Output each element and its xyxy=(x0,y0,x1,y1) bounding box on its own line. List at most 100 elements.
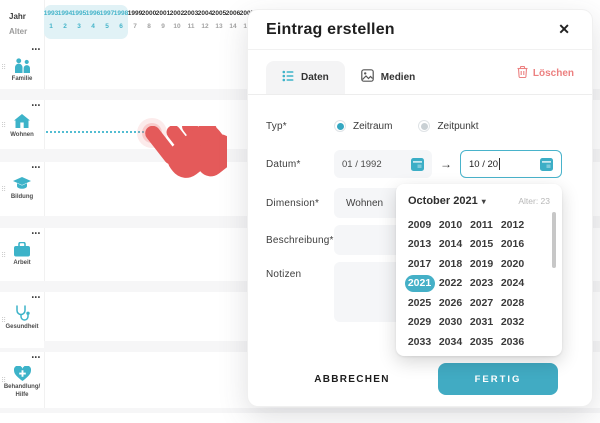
year-option[interactable]: 2032 xyxy=(500,316,525,329)
year-option[interactable]: 2012 xyxy=(500,218,525,231)
timeline-year-column[interactable]: 2003 11 xyxy=(184,0,198,30)
dimension-row[interactable]: ••• ⠿ Wohnen xyxy=(0,100,44,149)
row-menu-button[interactable]: ••• xyxy=(31,355,41,361)
year-value: 2002 xyxy=(169,10,185,17)
notizen-label: Notizen xyxy=(266,269,302,280)
timeline-year-column[interactable]: 1998 6 xyxy=(114,0,128,30)
row-menu-button[interactable]: ••• xyxy=(31,295,41,301)
stethoscope-icon xyxy=(14,305,30,321)
dimension-label: Gesundheit xyxy=(5,324,39,330)
timeline-year-column[interactable]: 1997 5 xyxy=(100,0,114,30)
year-option[interactable]: 2035 xyxy=(469,335,494,348)
age-value: 10 xyxy=(173,23,181,30)
age-value: 2 xyxy=(63,23,67,30)
sidebar-divider xyxy=(44,0,45,410)
year-option[interactable]: 2009 xyxy=(407,218,432,231)
close-icon[interactable]: ✕ xyxy=(558,21,570,37)
year-option[interactable]: 2025 xyxy=(407,296,432,309)
year-option[interactable]: 2036 xyxy=(500,335,525,348)
year-option[interactable]: 2028 xyxy=(500,296,525,309)
arrow-right-icon: → xyxy=(440,157,452,171)
calendar-icon[interactable] xyxy=(411,157,424,171)
year-option[interactable]: 2010 xyxy=(438,218,463,231)
tab-daten[interactable]: Daten xyxy=(266,61,345,94)
timeline-year-column[interactable]: 1999 7 xyxy=(128,0,142,30)
timeline-year-column[interactable]: 2001 9 xyxy=(156,0,170,30)
year-option[interactable]: 2016 xyxy=(500,238,525,251)
timeline-year-column[interactable]: 2000 8 xyxy=(142,0,156,30)
dimension-row[interactable]: ••• ⠿ Arbeit xyxy=(0,228,44,281)
create-entry-modal: Eintrag erstellen ✕ Daten xyxy=(248,10,592,406)
date-to-input[interactable]: 10 / 20 xyxy=(460,150,562,178)
delete-button[interactable]: Löschen xyxy=(517,65,574,87)
age-value: 1 xyxy=(49,23,53,30)
year-option[interactable]: 2018 xyxy=(438,257,463,270)
row-menu-button[interactable]: ••• xyxy=(31,165,41,171)
year-value: 2004 xyxy=(197,10,213,17)
timeline-year-column[interactable]: 1996 4 xyxy=(86,0,100,30)
year-option[interactable]: 2015 xyxy=(469,238,494,251)
row-menu-button[interactable]: ••• xyxy=(31,47,41,53)
year-option[interactable]: 2023 xyxy=(469,277,494,290)
date-range: 01 / 1992 → 10 / 20 xyxy=(334,150,562,178)
year-option[interactable]: 2031 xyxy=(469,316,494,329)
dimension-label: Arbeit xyxy=(13,260,31,266)
new-entry-line xyxy=(46,131,152,133)
datum-label: Datum* xyxy=(266,159,301,170)
submit-button[interactable]: FERTIG xyxy=(438,363,558,395)
drag-handle-icon[interactable]: ⠿ xyxy=(1,121,7,129)
month-year-button[interactable]: October 2021 ▾ xyxy=(408,195,486,207)
year-option[interactable]: 2017 xyxy=(407,257,432,270)
year-option[interactable]: 2029 xyxy=(407,316,432,329)
dimension-row[interactable]: ••• ⠿ Behandlung/ Hilfe xyxy=(0,352,44,408)
row-separator xyxy=(0,408,600,413)
year-option[interactable]: 2021 xyxy=(404,274,435,292)
scrollbar-thumb[interactable] xyxy=(552,212,556,268)
cancel-button[interactable]: ABBRECHEN xyxy=(314,373,390,385)
timeline-year-column[interactable]: 2006 14 xyxy=(226,0,240,30)
dimension-row[interactable]: ••• ⠿ Bildung xyxy=(0,162,44,216)
briefcase-icon xyxy=(14,241,30,257)
year-option[interactable]: 2034 xyxy=(438,335,463,348)
dimension-row[interactable]: ••• ⠿ Gesundheit xyxy=(0,292,44,348)
row-menu-button[interactable]: ••• xyxy=(31,231,41,237)
drag-handle-icon[interactable]: ⠿ xyxy=(1,377,7,385)
timeline-year-column[interactable]: 2004 12 xyxy=(198,0,212,30)
year-option[interactable]: 2030 xyxy=(438,316,463,329)
year-option[interactable]: 2024 xyxy=(500,277,525,290)
radio-zeitpunkt[interactable] xyxy=(418,120,431,132)
tab-medien[interactable]: Medien xyxy=(345,60,431,94)
age-value: 8 xyxy=(147,23,151,30)
year-option[interactable]: 2019 xyxy=(469,257,494,270)
dimension-row[interactable]: ••• ⠿ Familie xyxy=(0,44,44,89)
timeline-year-column[interactable]: 2005 13 xyxy=(212,0,226,30)
drag-handle-icon[interactable]: ⠿ xyxy=(1,317,7,325)
year-option[interactable]: 2026 xyxy=(438,296,463,309)
dimension-label: Bildung xyxy=(10,194,34,200)
row-menu-button[interactable]: ••• xyxy=(31,103,41,109)
timeline-year-column[interactable]: 1994 2 xyxy=(58,0,72,30)
timeline-year-column[interactable]: 2007 15 xyxy=(240,0,254,30)
year-option[interactable]: 2011 xyxy=(470,218,493,231)
drag-handle-icon[interactable]: ⠿ xyxy=(1,251,7,259)
tab-daten-label: Daten xyxy=(301,72,329,83)
year-option[interactable]: 2027 xyxy=(469,296,494,309)
timeline-year-column[interactable]: 1995 3 xyxy=(72,0,86,30)
radio-zeitraum[interactable] xyxy=(334,120,346,132)
year-option[interactable]: 2033 xyxy=(407,335,432,348)
date-from-value: 01 / 1992 xyxy=(342,158,382,170)
timeline-year-column[interactable]: 1993 1 xyxy=(44,0,58,30)
year-value: 2007 xyxy=(239,10,255,17)
drag-handle-icon[interactable]: ⠿ xyxy=(1,63,7,71)
timeline-year-column[interactable]: 2002 10 xyxy=(170,0,184,30)
calendar-icon[interactable] xyxy=(540,157,553,171)
year-option[interactable]: 2020 xyxy=(500,257,525,270)
drag-handle-icon[interactable]: ⠿ xyxy=(1,186,7,194)
datum-row: Datum* 01 / 1992 → 10 / 20 xyxy=(266,150,562,178)
date-from-input[interactable]: 01 / 1992 xyxy=(334,150,432,178)
year-option[interactable]: 2013 xyxy=(407,238,432,251)
year-option[interactable]: 2022 xyxy=(438,277,463,290)
year-option[interactable]: 2014 xyxy=(438,238,463,251)
family-icon xyxy=(13,57,32,73)
